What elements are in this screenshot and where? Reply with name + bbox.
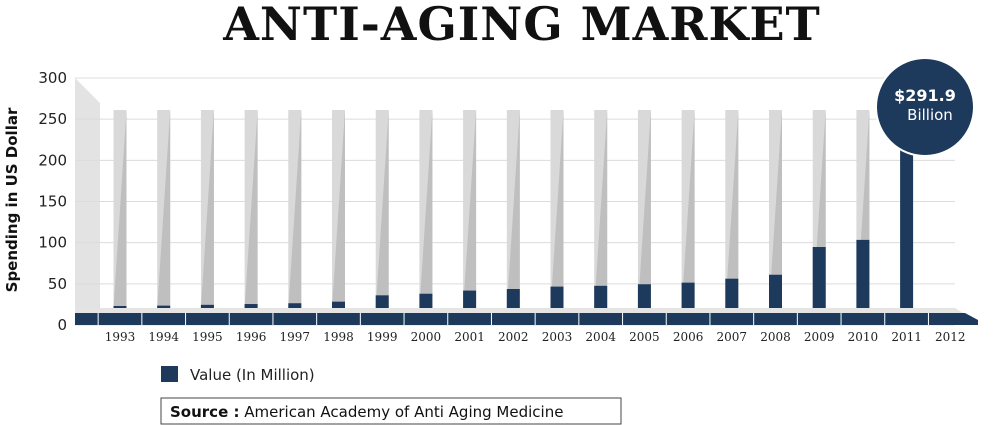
y-tick-label: 250 — [38, 110, 67, 128]
x-tick-label: 1995 — [192, 330, 223, 344]
legend: Value (In Million) — [161, 366, 315, 384]
base-strip-band — [75, 313, 978, 325]
x-tick-label: 2007 — [717, 330, 748, 344]
ghost-bar-shade — [419, 110, 433, 308]
ghost-bars — [113, 110, 870, 308]
x-tick-label: 1998 — [323, 330, 354, 344]
source-text: Source : American Academy of Anti Aging … — [170, 403, 563, 421]
bar — [419, 293, 433, 308]
value-callout: $291.9 Billion — [875, 57, 975, 157]
y-axis-label: Spending in US Dollar — [3, 107, 21, 292]
ghost-bar-shade — [506, 110, 520, 308]
callout-unit: Billion — [907, 106, 953, 124]
bar — [113, 306, 127, 308]
x-tick-label: 2001 — [454, 330, 485, 344]
y-tick-label: 150 — [38, 193, 67, 211]
bar — [856, 239, 870, 308]
y-tick-label: 50 — [48, 275, 67, 293]
ghost-bar-shade — [200, 110, 214, 308]
bar — [812, 247, 826, 308]
source-label: Source : — [170, 403, 239, 421]
bar — [200, 304, 214, 308]
bar — [375, 295, 389, 308]
x-tick-label: 1999 — [367, 330, 398, 344]
x-axis-ticks: 1993 1994 1995 1996 1997 1998 1999 2000 2001 2002… — [105, 330, 966, 344]
bar — [725, 278, 739, 308]
ghost-bar-shade — [725, 110, 739, 308]
legend-swatch — [161, 366, 178, 382]
x-tick-label: 2011 — [891, 330, 922, 344]
bar — [900, 150, 914, 308]
x-tick-label: 2012 — [935, 330, 966, 344]
y-tick-label: 200 — [38, 151, 67, 169]
x-tick-label: 2008 — [760, 330, 791, 344]
ghost-bar-shade — [637, 110, 651, 308]
callout-value: $291.9 — [894, 86, 956, 105]
bar — [157, 305, 171, 308]
ghost-bar-shade — [681, 110, 695, 308]
ghost-bar-shade — [332, 110, 345, 308]
x-tick-label: 2006 — [673, 330, 704, 344]
bars — [113, 150, 914, 308]
ghost-bar-shade — [550, 110, 564, 308]
base-strip — [75, 313, 978, 325]
y-tick-label: 300 — [38, 69, 67, 87]
y-tick-label: 0 — [57, 316, 67, 334]
y-tick-label: 100 — [38, 234, 67, 252]
x-tick-label: 2003 — [542, 330, 573, 344]
source-name: American Academy of Anti Aging Medicine — [244, 403, 563, 421]
ghost-bar-shade — [288, 110, 302, 308]
bar — [332, 301, 345, 308]
source-note: Source : American Academy of Anti Aging … — [160, 397, 622, 425]
x-tick-label: 2005 — [629, 330, 660, 344]
bar — [288, 303, 302, 308]
bar — [594, 285, 608, 308]
ghost-bar-shade — [375, 110, 389, 308]
x-tick-label: 2002 — [498, 330, 529, 344]
bar — [681, 282, 695, 308]
x-tick-label: 1993 — [105, 330, 136, 344]
bar — [769, 274, 782, 308]
callout-circle — [875, 57, 975, 157]
bar — [550, 286, 564, 308]
ghost-bar-shade — [769, 110, 782, 308]
bar — [244, 304, 258, 308]
ghost-bar-shade — [113, 110, 127, 308]
bar — [637, 284, 651, 308]
ghost-bar-shade — [463, 110, 477, 308]
ghost-bar-shade — [244, 110, 258, 308]
chart-title: ANTI-AGING MARKET — [222, 0, 821, 51]
ghost-bar-shade — [594, 110, 608, 308]
ghost-bar-shade — [157, 110, 171, 308]
x-tick-label: 1997 — [280, 330, 311, 344]
x-tick-label: 2000 — [411, 330, 442, 344]
x-tick-label: 1996 — [236, 330, 267, 344]
x-tick-label: 1994 — [148, 330, 179, 344]
bar — [506, 288, 520, 308]
y-axis-ticks: 0 50 100 150 200 250 300 — [38, 69, 67, 334]
bar — [463, 290, 477, 308]
x-tick-label: 2009 — [804, 330, 835, 344]
legend-label: Value (In Million) — [190, 366, 315, 384]
x-tick-label: 2004 — [585, 330, 616, 344]
source-box — [160, 397, 622, 425]
x-tick-label: 2010 — [848, 330, 879, 344]
